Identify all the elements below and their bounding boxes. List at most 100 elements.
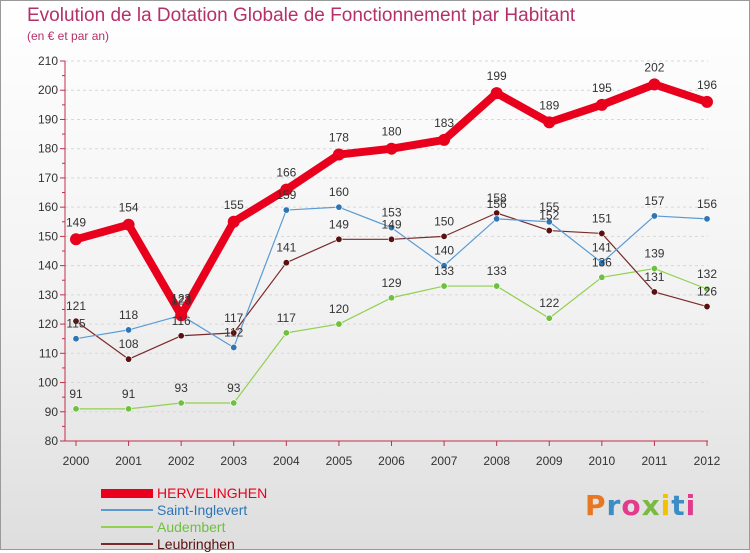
data-point xyxy=(335,203,343,211)
data-label: 118 xyxy=(119,308,138,322)
chart-subtitle: (en € et par an) xyxy=(27,29,110,43)
logo-letter: r xyxy=(606,489,622,522)
data-label: 117 xyxy=(277,311,296,325)
data-point xyxy=(335,320,343,328)
legend-label: Leubringhen xyxy=(157,536,235,552)
data-point xyxy=(598,259,606,267)
logo-letter: o xyxy=(621,489,642,522)
data-point xyxy=(493,282,501,290)
data-point xyxy=(125,326,133,334)
data-label: 123 xyxy=(171,291,191,305)
data-label: 154 xyxy=(119,201,139,215)
data-point xyxy=(122,218,135,231)
data-point xyxy=(175,309,188,322)
data-label: 139 xyxy=(644,247,664,261)
data-point xyxy=(440,262,448,270)
logo-letter: i xyxy=(685,489,697,522)
data-point xyxy=(387,224,395,232)
logo-letter: t xyxy=(671,489,686,522)
data-point xyxy=(545,227,553,235)
data-label: 122 xyxy=(539,296,559,310)
data-point xyxy=(72,317,80,325)
data-point xyxy=(335,235,343,243)
data-point xyxy=(387,294,395,302)
data-label: 149 xyxy=(329,217,349,231)
data-label: 120 xyxy=(329,302,349,316)
data-label: 123 xyxy=(171,293,191,307)
logo-letter: P xyxy=(585,489,607,522)
legend-label: Audembert xyxy=(157,519,226,535)
data-label: 91 xyxy=(122,387,136,401)
data-label: 133 xyxy=(434,264,454,278)
data-point xyxy=(595,98,608,111)
data-point xyxy=(650,288,658,296)
data-label: 158 xyxy=(487,191,507,205)
data-label: 141 xyxy=(592,241,612,255)
y-tick-label: 180 xyxy=(38,142,58,156)
data-point xyxy=(282,329,290,337)
legend-label: Saint-Inglevert xyxy=(157,502,248,518)
x-tick-label: 2008 xyxy=(483,454,510,468)
data-point xyxy=(543,116,556,129)
logo-letter: x xyxy=(641,489,661,522)
data-point xyxy=(280,183,293,196)
data-point xyxy=(545,314,553,322)
y-tick-label: 210 xyxy=(38,54,58,68)
data-point xyxy=(177,399,185,407)
data-point xyxy=(650,212,658,220)
data-point xyxy=(438,133,451,146)
x-tick-label: 2010 xyxy=(588,454,615,468)
data-label: 121 xyxy=(66,299,86,313)
proxiti-logo: Proxiti xyxy=(585,489,696,522)
x-tick-label: 2009 xyxy=(536,454,563,468)
x-tick-label: 2005 xyxy=(326,454,353,468)
data-point xyxy=(230,343,238,351)
data-label: 155 xyxy=(539,200,559,214)
y-tick-label: 160 xyxy=(38,200,58,214)
data-label: 195 xyxy=(592,81,612,95)
legend-swatch xyxy=(101,543,153,545)
data-label: 153 xyxy=(381,206,401,220)
data-point xyxy=(598,229,606,237)
data-label: 180 xyxy=(381,125,401,139)
data-point xyxy=(230,399,238,407)
x-tick-label: 2006 xyxy=(378,454,405,468)
x-tick-label: 2001 xyxy=(115,454,142,468)
data-label: 156 xyxy=(697,197,717,211)
data-label: 93 xyxy=(174,381,188,395)
y-tick-label: 150 xyxy=(38,229,58,243)
data-point xyxy=(387,235,395,243)
data-point xyxy=(332,148,345,161)
legend-swatch xyxy=(101,509,153,511)
data-point xyxy=(648,78,661,91)
data-point xyxy=(72,335,80,343)
data-label: 183 xyxy=(434,116,454,130)
data-point xyxy=(703,285,711,293)
data-label: 160 xyxy=(329,185,349,199)
data-label: 112 xyxy=(224,325,243,339)
x-tick-label: 2002 xyxy=(168,454,195,468)
data-point xyxy=(440,282,448,290)
data-label: 149 xyxy=(381,217,401,231)
data-label: 152 xyxy=(539,209,559,223)
data-label: 140 xyxy=(434,244,454,258)
data-point xyxy=(177,332,185,340)
y-tick-label: 190 xyxy=(38,112,58,126)
data-label: 117 xyxy=(224,311,243,325)
logo-letter: i xyxy=(660,489,672,522)
y-tick-label: 110 xyxy=(39,346,58,360)
data-point xyxy=(70,233,82,246)
data-label: 150 xyxy=(434,214,454,228)
y-tick-label: 100 xyxy=(38,376,58,390)
data-label: 129 xyxy=(381,276,401,290)
x-tick-label: 2012 xyxy=(694,454,721,468)
legend-swatch xyxy=(101,488,153,498)
data-label: 126 xyxy=(697,285,717,299)
data-label: 149 xyxy=(66,215,86,229)
data-point xyxy=(703,215,711,223)
data-label: 178 xyxy=(329,131,349,145)
x-tick-label: 2000 xyxy=(63,454,90,468)
data-label: 132 xyxy=(697,267,717,281)
data-point xyxy=(385,142,398,155)
data-label: 156 xyxy=(487,197,507,211)
